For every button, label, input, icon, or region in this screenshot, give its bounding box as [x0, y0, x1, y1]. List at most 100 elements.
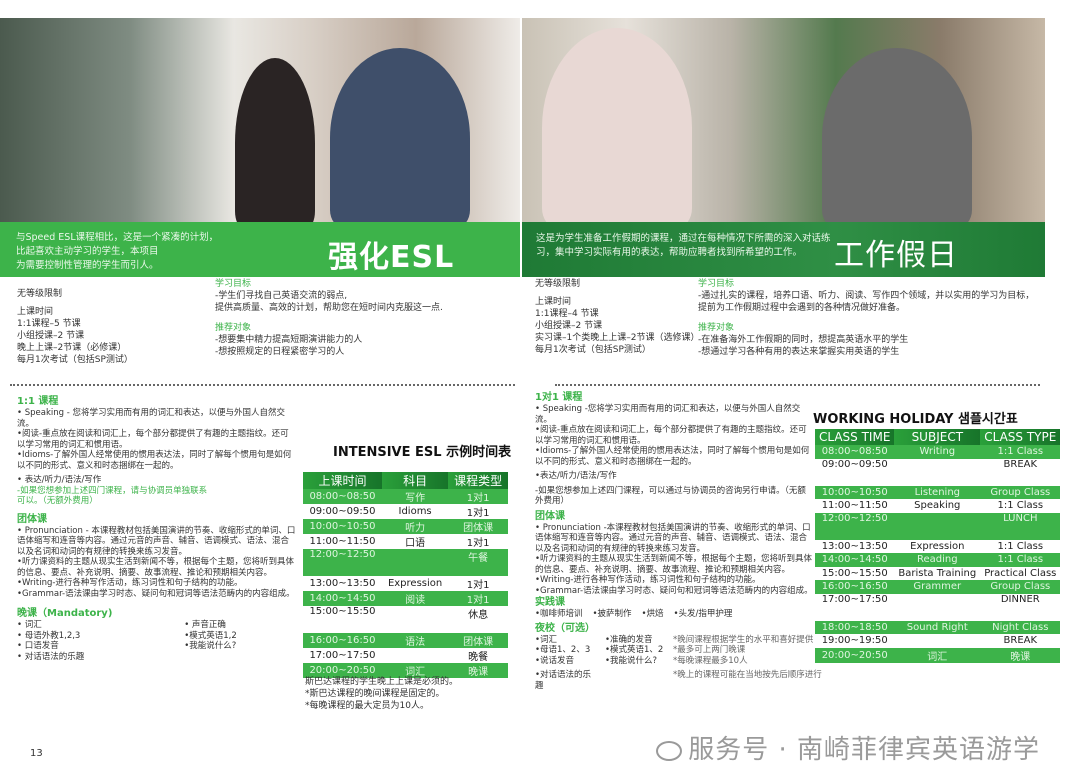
list-item: *最多可上两门晚课: [673, 645, 746, 655]
table-notes: 斯巴达课程的学生晚上上课是必须的。 *斯巴达课程的晚间课程是固定的。 *每晚课程的最…: [305, 676, 458, 712]
table-cell: 1:1 Class: [980, 553, 1061, 567]
table-cell: Sound Right: [894, 620, 981, 634]
left-info: 无等级限制 上课时间 1:1课程–5 节课 小组授课–2 节课 晚上上课–2节课（必修课…: [17, 288, 133, 366]
table-cell: 11:00~11:50: [309, 536, 376, 547]
table-cell: 13:00~13:50: [821, 540, 888, 552]
table-cell: [894, 459, 980, 486]
table-cell: 10:00~10:50: [815, 485, 895, 499]
header-cell: SUBJECT: [894, 429, 981, 445]
table-row: 12:00~12:50 LUNCH: [815, 512, 1061, 540]
list-item: •我能说什么?: [605, 655, 658, 666]
table-cell: 1:1 Class: [997, 540, 1044, 552]
group-heading: 团体课: [535, 510, 565, 522]
page-number: 13: [30, 748, 43, 759]
table-cell: [382, 648, 448, 663]
table-cell: DINNER: [1000, 593, 1040, 605]
table-cell: Expression: [910, 540, 965, 552]
table-row: 12:00~12:50 午餐: [303, 549, 508, 576]
list-item: • 口语发音: [17, 641, 59, 651]
list-item: •烘焙: [641, 609, 664, 619]
list-item: • 词汇: [17, 620, 42, 630]
table-cell: 10:00~10:50: [303, 519, 382, 534]
desc-line: 比起喜欢主动学习的学生，本项目: [16, 246, 159, 257]
table-cell: [894, 594, 980, 621]
list-item: • Pronunciation -本课程教材包括美国演讲的节奏、收缩形式的单词、…: [535, 522, 811, 554]
table-row: 09:00~09:50 BREAK: [815, 459, 1060, 486]
table-row: 10:00~10:50 Listening Group Class: [815, 485, 1061, 499]
table-cell: 1对1: [466, 508, 490, 519]
working-holiday-schedule-table: CLASS TIME SUBJECT CLASS TYPE 08:00~08:50 Wr…: [815, 429, 1061, 663]
one-on-one-heading: 1对1 课程: [535, 392, 583, 403]
table-cell: Group Class: [980, 580, 1061, 594]
list-item: •对话语法的乐趣: [535, 670, 592, 691]
table-cell: Night Class: [980, 620, 1061, 634]
table-cell: 09:00~09:50: [821, 458, 888, 470]
right-course-details: 1对1 课程 • Speaking -您将学习实用而有用的词汇和表达，以便与外国…: [535, 391, 822, 691]
table-row: 14:00~14:50 阅读 1对1: [303, 591, 508, 606]
wechat-watermark: 服务号 · 南崎菲律宾英语游学: [656, 737, 1040, 764]
table-row: 11:00~11:50 Speaking 1:1 Class: [815, 499, 1060, 513]
wechat-icon: [656, 740, 683, 761]
person-figure: [822, 48, 972, 223]
table-cell: 语法: [381, 633, 449, 648]
list-item: 上课时间: [17, 307, 54, 317]
group-heading: 团体课: [17, 513, 47, 525]
one-on-one-list: • Speaking -您将学习实用而有用的词汇和表达，以便与外国人自然交流。 •…: [535, 404, 813, 507]
desc-line: 为需要控制性管理的学生而引人。: [16, 260, 159, 271]
table-cell: 晚餐: [468, 652, 489, 663]
list-item: • Speaking - 您将学习实用而有用的词汇和表达，以便与外国人自然交流。: [17, 408, 285, 429]
list-item: • 声音正确: [184, 620, 226, 630]
list-item: •模式英语1,2: [184, 630, 237, 641]
goal-list: -通过扎实的课程，培养口语、听力、阅读、写作四个领域，并以实用的学习为目标， 提前…: [698, 290, 1034, 314]
table-cell: 13:00~13:50: [309, 578, 376, 589]
night-notes: *晚间课程根据学生的水平和喜好提供 *最多可上两门晚课 *每晚课程最多10人 *晚上的…: [673, 635, 822, 692]
list-item: 1:1课程–4 节课: [535, 309, 599, 319]
table-cell: Barista Training: [898, 567, 977, 579]
intensive-table-title: INTENSIVE ESL 示例时间表: [333, 445, 512, 460]
list-item: -想要集中精力提高短期演讲能力的人: [215, 335, 363, 345]
list-item: 小组授课–2 节课: [17, 331, 85, 341]
list-item: •Writing-进行各种写作活动，练习词性和句子结构的功能。: [535, 575, 761, 585]
list-item: *晚间课程根据学生的水平和喜好提供: [673, 634, 814, 645]
table-cell: 阅读: [381, 591, 449, 606]
person-figure: [235, 58, 315, 223]
one-on-one-note: -如果您想参加上述四门课程，请与协调员单独联系 可以。（无额外费用）: [17, 486, 297, 507]
table-cell: 1对1: [466, 580, 490, 591]
table-cell: [894, 634, 980, 648]
list-item: •披萨制作: [592, 609, 632, 619]
table-cell: 1对1: [448, 489, 508, 504]
table-cell: Reading: [894, 553, 981, 567]
goal-heading: 学习目标: [698, 279, 735, 289]
list-item: •阅读-重点放在阅读和词汇上，每个部分都提供了有趣的主题指纹。还可以学习常用的词…: [17, 429, 289, 450]
list-item: 上课时间: [535, 297, 572, 307]
list-item: 提供高质量、高效的计划，帮助您在短时间内克服这一点.: [215, 303, 443, 313]
table-row: 14:00~14:50 Reading 1:1 Class: [815, 553, 1061, 567]
table-cell: 写作: [381, 489, 449, 504]
table-cell: 晚课: [448, 663, 508, 678]
table-cell: 18:00~18:50: [815, 620, 895, 634]
list-item: •Idioms-了解外国人经常使用的惯用表达法，同时了解每个惯用句是如何以不同的…: [535, 446, 810, 467]
table-row: 13:00~13:50 Expression 1:1 Class: [815, 540, 1060, 554]
table-header: 上课时间 科目 课程类型: [303, 472, 508, 489]
table-cell: [894, 512, 981, 540]
photo-students-studying: [0, 18, 520, 223]
table-row: 18:00~18:50 Sound Right Night Class: [815, 620, 1061, 634]
list-item: *斯巴达课程的晚间课程是固定的。: [305, 689, 445, 699]
header-cell: CLASS TYPE: [980, 429, 1061, 445]
list-item: -学生们寻找自己英语交流的弱点,: [215, 291, 348, 301]
table-row: 17:00~17:50 DINNER: [815, 594, 1060, 621]
list-item: •Grammar-语法课由学习时态、疑问句和冠词等语法范畴内的内容组成。: [535, 585, 813, 596]
target-heading: 推荐对象: [215, 323, 252, 333]
table-cell: 词汇: [894, 647, 981, 663]
list-item: • 对话语法的乐趣: [17, 651, 85, 662]
table-cell: 16:00~16:50: [815, 580, 895, 594]
list-item: •准确的发音: [605, 634, 653, 645]
table-cell: 08:00~08:50: [303, 489, 382, 504]
practical-list: •咖啡师培训 •披萨制作 •烘焙 •头发/指甲护理: [535, 609, 813, 620]
list-item: •表达/听力/语法/写作: [535, 471, 617, 481]
table-cell: 14:00~14:50: [815, 553, 895, 567]
table-row: 13:00~13:50 Expression 1对1: [303, 576, 508, 591]
table-cell: 19:00~19:50: [821, 635, 888, 647]
list-item: •Idioms-了解外国人经常使用的惯用表达法，同时了解每个惯用句是如何以不同的…: [17, 450, 292, 471]
table-cell: Group Class: [980, 485, 1061, 499]
